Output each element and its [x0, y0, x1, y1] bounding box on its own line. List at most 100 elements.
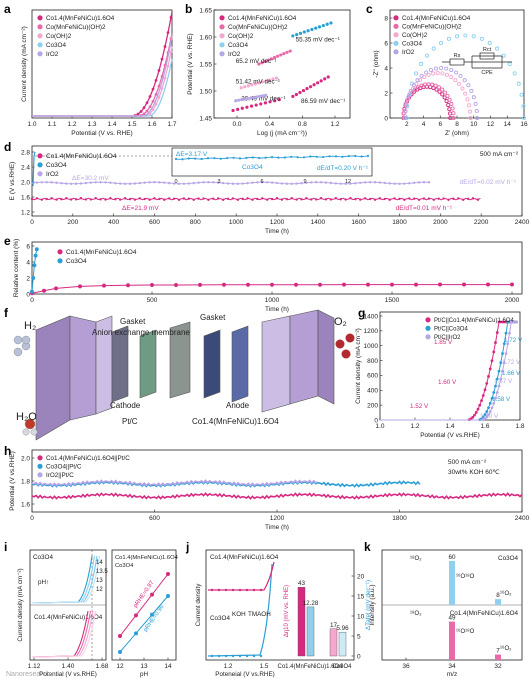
chart-b-ylabel: Potential (V vs. RHE): [187, 33, 194, 94]
data-point: [249, 104, 254, 108]
data-point: [266, 58, 270, 62]
data-point: [449, 101, 454, 107]
x-tick-label: 36: [402, 663, 410, 670]
data-point: [240, 98, 244, 102]
legend-entry: Co1.4(MnFeNiCu)1.6O4: [66, 249, 137, 256]
data-point: [454, 34, 460, 39]
y-tick-label: 2.4: [21, 164, 30, 171]
bar-value-label: 5.96: [336, 625, 349, 632]
data-point: [424, 70, 429, 75]
legend-entry: Co(OH)2: [402, 32, 428, 39]
x-tick-label: 1200: [270, 515, 285, 522]
data-point: [475, 115, 480, 121]
data-point: [424, 53, 430, 58]
legend-entry: Co(MnFeNiCu)(OH)2: [46, 24, 106, 31]
voltage-annotation: 1.66 V: [502, 370, 521, 377]
x-tick-label: 1.8: [515, 423, 524, 430]
legend-entry: Co3O4: [66, 258, 87, 265]
data-point: [259, 588, 263, 592]
inset-x-tick-label: 6: [260, 179, 263, 185]
chart-g-xlabel: Potential (V vs.RHE): [420, 432, 480, 439]
chart-g-ylabel: Current density (mA cm⁻²): [355, 328, 362, 404]
bar-tafel: [306, 606, 315, 657]
panel-label-j: j: [186, 540, 190, 554]
isotope-name: ¹⁶O₂: [500, 590, 512, 597]
legend-marker: [219, 33, 225, 39]
isotope-name: ¹⁶O¹⁸O: [456, 573, 475, 580]
x-tick-label: 2000: [505, 297, 520, 304]
data-point: [291, 34, 295, 38]
data-point: [501, 53, 506, 58]
data-point: [426, 82, 431, 87]
data-point: [231, 588, 235, 592]
annotation-dE1: ΔE=3.17 V: [176, 151, 208, 158]
legend-marker: [393, 23, 399, 29]
data-point: [259, 102, 263, 106]
panel-label-i: i: [4, 540, 8, 554]
y-tick-label: 1.60: [199, 34, 212, 41]
x-tick-label: 1000: [265, 297, 280, 304]
data-point: [318, 282, 322, 287]
data-point: [273, 99, 277, 103]
data-point: [253, 82, 257, 86]
data-point: [521, 104, 526, 109]
schematic-h2: H₂: [24, 320, 36, 332]
legend-marker: [37, 162, 43, 168]
y-tick-label: 0: [374, 417, 378, 424]
data-point: [240, 106, 244, 110]
y2-tick-label: 20: [357, 573, 365, 580]
series-line: [175, 155, 369, 160]
data-point: [254, 103, 258, 107]
panel-label-g: g: [358, 306, 366, 320]
circuit-rs: [449, 58, 465, 66]
x-tick-label: 2400: [515, 515, 530, 522]
legend-marker: [57, 249, 63, 255]
data-point: [282, 52, 286, 56]
isotope-name: ¹⁶O¹⁸O: [456, 628, 475, 635]
chart-c-ylabel: -Z'' (ohm): [373, 50, 380, 77]
x-tick-label: 1.40: [62, 663, 75, 670]
data-point: [102, 283, 106, 288]
bar-value-label: 17: [330, 622, 338, 629]
circuit-rs-label: Rs: [454, 53, 461, 59]
tafel-slope-label: 65.2 mV dec⁻¹: [236, 58, 277, 65]
chart-e-ylabel: Relative content (%): [13, 239, 20, 298]
data-point: [260, 80, 265, 84]
legend-entry: Co3O4||Pt/C: [46, 464, 82, 471]
data-point: [276, 54, 280, 58]
x-tick-label: 1.5: [260, 663, 269, 670]
data-point: [428, 67, 433, 73]
annotation-koh: KOH: [232, 611, 246, 618]
data-point: [249, 96, 253, 100]
y2-tick-label: 5: [357, 633, 361, 640]
panel-label-h: h: [4, 444, 12, 458]
o2-molecule: [345, 333, 355, 343]
data-point: [150, 592, 154, 597]
data-point: [444, 72, 449, 77]
annotation-tmaoh: TMAOH: [248, 611, 271, 618]
data-point: [419, 73, 424, 78]
legend-entry: Co(MnFeNiCu)(OH)2: [402, 24, 462, 31]
data-point: [252, 654, 256, 658]
y-tick-label: 1.65: [199, 7, 212, 14]
x-tick-label: 14: [164, 663, 172, 670]
legend-entry: Co1.4(MnFeNiCu)1.6O4: [46, 15, 115, 22]
o2-molecule: [341, 349, 351, 359]
data-point: [435, 70, 440, 76]
data-point: [440, 92, 445, 97]
annotation-current: 500 mA cm⁻²: [480, 151, 519, 158]
data-point: [217, 588, 221, 592]
data-point: [366, 154, 370, 157]
data-point: [415, 78, 420, 83]
data-point: [310, 27, 314, 32]
x-tick-label: 1.4: [107, 121, 116, 128]
y2-tick-label: 10: [357, 613, 365, 620]
data-point: [224, 654, 228, 658]
schematic-ptc: Pt/C: [122, 417, 138, 426]
y-tick-label: 1.45: [199, 115, 212, 122]
electrolyzer-schematic: [13, 309, 355, 441]
voltage-annotation: 1.58 V: [492, 396, 511, 403]
data-point: [449, 67, 454, 73]
chart-h-ylabel: Potential (V vs.RHE): [9, 451, 16, 511]
data-point: [366, 282, 370, 287]
